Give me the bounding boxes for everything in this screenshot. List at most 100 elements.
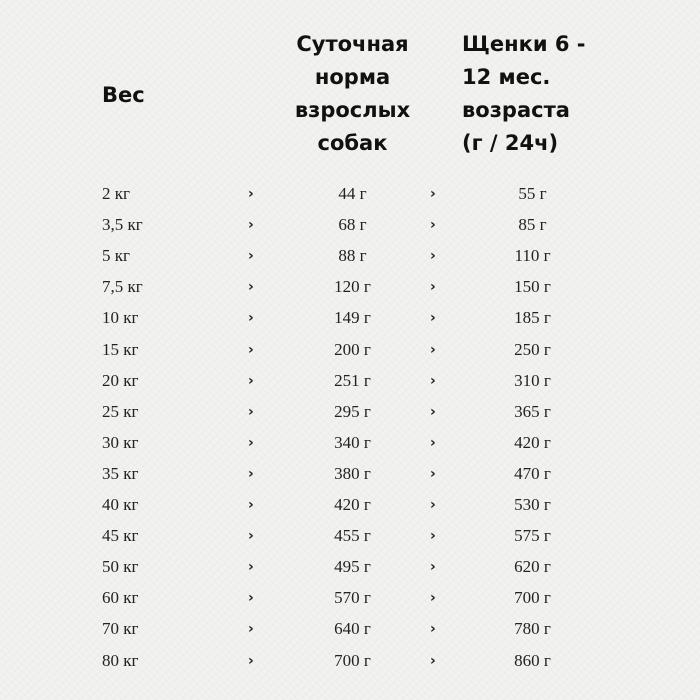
- chevron-right-icon: ›: [248, 310, 254, 327]
- puppy-cell: 85 г: [518, 215, 547, 235]
- puppy-cell: 700 г: [514, 588, 551, 608]
- puppy-cell: 470 г: [514, 463, 551, 483]
- chevron-right-icon: ›: [248, 652, 254, 669]
- puppy-cell: 530 г: [514, 495, 551, 514]
- puppy-cell: 420 г: [514, 432, 551, 452]
- chevron-right-icon: ›: [248, 372, 254, 389]
- chevron-right-icon: ›: [248, 248, 254, 265]
- adult-cell: 420 г: [334, 495, 371, 514]
- chevron-right-icon: ›: [430, 248, 436, 265]
- puppy-cell: 150 г: [514, 277, 551, 297]
- header-line: Суточная: [296, 32, 409, 56]
- chevron-right-icon: ›: [430, 341, 436, 358]
- chevron-right-icon: ›: [430, 310, 436, 327]
- header-line: (г / 24ч): [462, 131, 559, 155]
- header-line: собак: [317, 131, 388, 155]
- puppy-cell: 365 г: [514, 401, 551, 421]
- weight-cell: 7,5 кг: [102, 277, 143, 297]
- weight-cell: 45 кг: [102, 526, 139, 546]
- table-row: 80 кг › 700 г › 860 г: [0, 647, 700, 678]
- chevron-right-icon: ›: [430, 403, 436, 420]
- header-weight: Вес: [102, 83, 145, 107]
- weight-cell: 60 кг: [102, 588, 139, 608]
- chevron-right-icon: ›: [248, 528, 254, 545]
- header-adult-daily-norm: Суточная норма взрослых собак: [270, 28, 435, 160]
- chevron-right-icon: ›: [430, 528, 436, 545]
- table-row: 30 кг › 340 г › 420 г: [0, 429, 700, 460]
- chevron-right-icon: ›: [430, 186, 436, 202]
- puppy-cell: 575 г: [514, 526, 551, 546]
- weight-cell: 10 кг: [102, 308, 139, 328]
- adult-cell: 340 г: [334, 432, 371, 452]
- chevron-right-icon: ›: [248, 341, 254, 358]
- puppy-cell: 620 г: [514, 557, 551, 577]
- adult-cell: 700 г: [334, 650, 371, 670]
- weight-cell: 70 кг: [102, 619, 139, 639]
- puppy-cell: 110 г: [514, 246, 551, 266]
- chevron-right-icon: ›: [248, 279, 254, 296]
- header-line: 12 мес.: [462, 65, 551, 89]
- table-row: 5 кг › 88 г › 110 г: [0, 242, 700, 273]
- chevron-right-icon: ›: [248, 497, 254, 513]
- weight-cell: 80 кг: [102, 650, 139, 670]
- table-row: 70 кг › 640 г › 780 г: [0, 615, 700, 646]
- puppy-cell: 185 г: [514, 308, 551, 328]
- chevron-right-icon: ›: [248, 186, 254, 202]
- adult-cell: 68 г: [338, 215, 367, 235]
- header-puppy-norm: Щенки 6 - 12 мес. возраста (г / 24ч): [462, 28, 586, 160]
- adult-cell: 295 г: [334, 401, 371, 421]
- adult-cell: 640 г: [334, 619, 371, 639]
- weight-cell: 15 кг: [102, 339, 139, 359]
- table-row: 60 кг › 570 г › 700 г: [0, 584, 700, 615]
- weight-cell: 30 кг: [102, 432, 139, 452]
- table-row: 40 кг › 420 г › 530 г: [0, 491, 700, 522]
- adult-cell: 88 г: [338, 246, 367, 266]
- weight-cell: 5 кг: [102, 246, 130, 266]
- adult-cell: 495 г: [334, 557, 371, 577]
- chevron-right-icon: ›: [430, 465, 436, 482]
- chevron-right-icon: ›: [248, 465, 254, 482]
- chevron-right-icon: ›: [248, 217, 254, 234]
- chevron-right-icon: ›: [430, 217, 436, 234]
- table-row: 35 кг › 380 г › 470 г: [0, 460, 700, 491]
- weight-cell: 35 кг: [102, 463, 139, 483]
- adult-cell: 44 г: [338, 184, 367, 203]
- weight-cell: 20 кг: [102, 370, 139, 390]
- header-line: Щенки 6 -: [462, 32, 586, 56]
- chevron-right-icon: ›: [430, 590, 436, 607]
- adult-cell: 120 г: [334, 277, 371, 297]
- chevron-right-icon: ›: [430, 497, 436, 513]
- chevron-right-icon: ›: [430, 279, 436, 296]
- adult-cell: 570 г: [334, 588, 371, 608]
- chevron-right-icon: ›: [248, 590, 254, 607]
- weight-cell: 2 кг: [102, 184, 130, 203]
- table-row: 15 кг › 200 г › 250 г: [0, 336, 700, 367]
- adult-cell: 200 г: [334, 339, 371, 359]
- weight-cell: 25 кг: [102, 401, 139, 421]
- adult-cell: 380 г: [334, 463, 371, 483]
- puppy-cell: 250 г: [514, 339, 551, 359]
- chevron-right-icon: ›: [430, 372, 436, 389]
- chevron-right-icon: ›: [248, 621, 254, 638]
- chevron-right-icon: ›: [430, 621, 436, 638]
- puppy-cell: 780 г: [514, 619, 551, 639]
- weight-cell: 40 кг: [102, 495, 139, 514]
- chevron-right-icon: ›: [430, 559, 436, 576]
- chevron-right-icon: ›: [248, 434, 254, 451]
- table-row: 45 кг › 455 г › 575 г: [0, 522, 700, 553]
- puppy-cell: 860 г: [514, 650, 551, 670]
- weight-cell: 3,5 кг: [102, 215, 143, 235]
- adult-cell: 149 г: [334, 308, 371, 328]
- table-row: 25 кг › 295 г › 365 г: [0, 398, 700, 429]
- table-row: 2 кг › 44 г › 55 г: [0, 180, 700, 211]
- table-row: 3,5 кг › 68 г › 85 г: [0, 211, 700, 242]
- chevron-right-icon: ›: [248, 403, 254, 420]
- table-row: 10 кг › 149 г › 185 г: [0, 304, 700, 335]
- chevron-right-icon: ›: [248, 559, 254, 576]
- puppy-cell: 310 г: [514, 370, 551, 390]
- header-line: взрослых: [294, 98, 411, 122]
- adult-cell: 455 г: [334, 526, 371, 546]
- puppy-cell: 55 г: [518, 184, 547, 203]
- table-row: 20 кг › 251 г › 310 г: [0, 367, 700, 398]
- header-line: возраста: [462, 98, 570, 122]
